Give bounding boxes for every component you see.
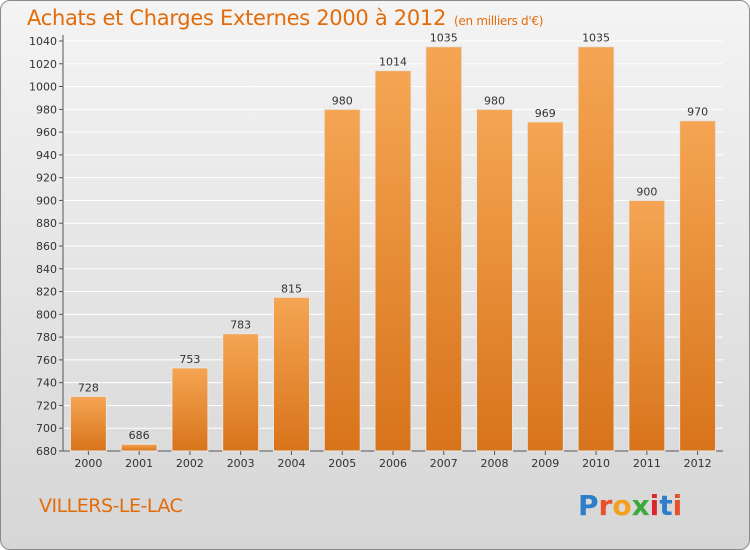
logo-letter: t: [659, 489, 673, 522]
y-tick-label: 880: [36, 217, 57, 230]
bar: [374, 70, 412, 452]
y-tick-label: 1020: [29, 58, 57, 71]
bar: [679, 120, 717, 452]
chart-title-text: Achats et Charges Externes 2000 à 2012: [27, 6, 447, 30]
y-tick-label: 940: [36, 149, 57, 162]
x-tick-label: 2005: [328, 457, 356, 470]
x-tick-label: 2001: [125, 457, 153, 470]
bar-value-label: 686: [129, 429, 150, 442]
y-tick-label: 1000: [29, 81, 57, 94]
y-tick-label: 700: [36, 422, 57, 435]
y-tick-label: 980: [36, 103, 57, 116]
logo-letter: i: [649, 489, 660, 522]
bar-value-label: 1014: [379, 56, 407, 69]
bar: [628, 199, 666, 452]
chart-subtitle: (en milliers d'€): [454, 14, 544, 28]
x-tick-label: 2010: [582, 457, 610, 470]
y-tick-label: 720: [36, 399, 57, 412]
bar-value-label: 970: [687, 106, 708, 119]
bar: [577, 46, 615, 452]
logo-letter: x: [631, 489, 650, 522]
y-tick-label: 860: [36, 240, 57, 253]
chart-title: Achats et Charges Externes 2000 à 2012 (e…: [27, 6, 543, 30]
x-tick-label: 2000: [74, 457, 102, 470]
x-tick-label: 2008: [481, 457, 509, 470]
x-tick-label: 2009: [531, 457, 559, 470]
y-tick-label: 680: [36, 445, 57, 458]
bar: [171, 367, 209, 452]
bar: [425, 46, 463, 452]
bar-value-label: 1035: [582, 32, 610, 45]
x-tick-label: 2012: [684, 457, 712, 470]
bar: [69, 395, 107, 452]
logo-letter: P: [578, 489, 599, 522]
bar: [272, 296, 310, 452]
commune-name: VILLERS-LE-LAC: [39, 495, 183, 517]
x-tick-label: 2004: [277, 457, 305, 470]
logo-letter: i: [672, 489, 683, 522]
bar-value-label: 753: [179, 353, 200, 366]
bar-value-label: 728: [78, 381, 99, 394]
bar: [323, 108, 361, 452]
bar-value-label: 783: [230, 319, 251, 332]
x-tick-label: 2011: [633, 457, 661, 470]
x-tick-label: 2006: [379, 457, 407, 470]
y-tick-label: 900: [36, 194, 57, 207]
y-tick-label: 960: [36, 126, 57, 139]
bar: [526, 121, 564, 452]
bar-value-label: 815: [281, 282, 302, 295]
y-tick-label: 920: [36, 172, 57, 185]
bar-value-label: 980: [332, 94, 353, 107]
x-tick-label: 2007: [430, 457, 458, 470]
y-tick-label: 780: [36, 331, 57, 344]
bar-value-label: 900: [636, 185, 657, 198]
bar-value-label: 1035: [430, 32, 458, 45]
y-tick-label: 840: [36, 263, 57, 276]
y-tick-label: 820: [36, 286, 57, 299]
bar: [476, 108, 514, 452]
x-tick-label: 2002: [176, 457, 204, 470]
logo-letter: r: [598, 489, 613, 522]
logo-letter: o: [612, 489, 632, 522]
y-tick-label: 800: [36, 308, 57, 321]
bar-value-label: 969: [535, 107, 556, 120]
x-tick-label: 2003: [227, 457, 255, 470]
proxiti-logo: Proxiti: [578, 489, 682, 522]
bar: [120, 443, 158, 452]
y-tick-label: 740: [36, 377, 57, 390]
y-tick-label: 760: [36, 354, 57, 367]
y-tick-label: 1040: [29, 35, 57, 48]
bar-value-label: 980: [484, 94, 505, 107]
bar: [222, 333, 260, 452]
